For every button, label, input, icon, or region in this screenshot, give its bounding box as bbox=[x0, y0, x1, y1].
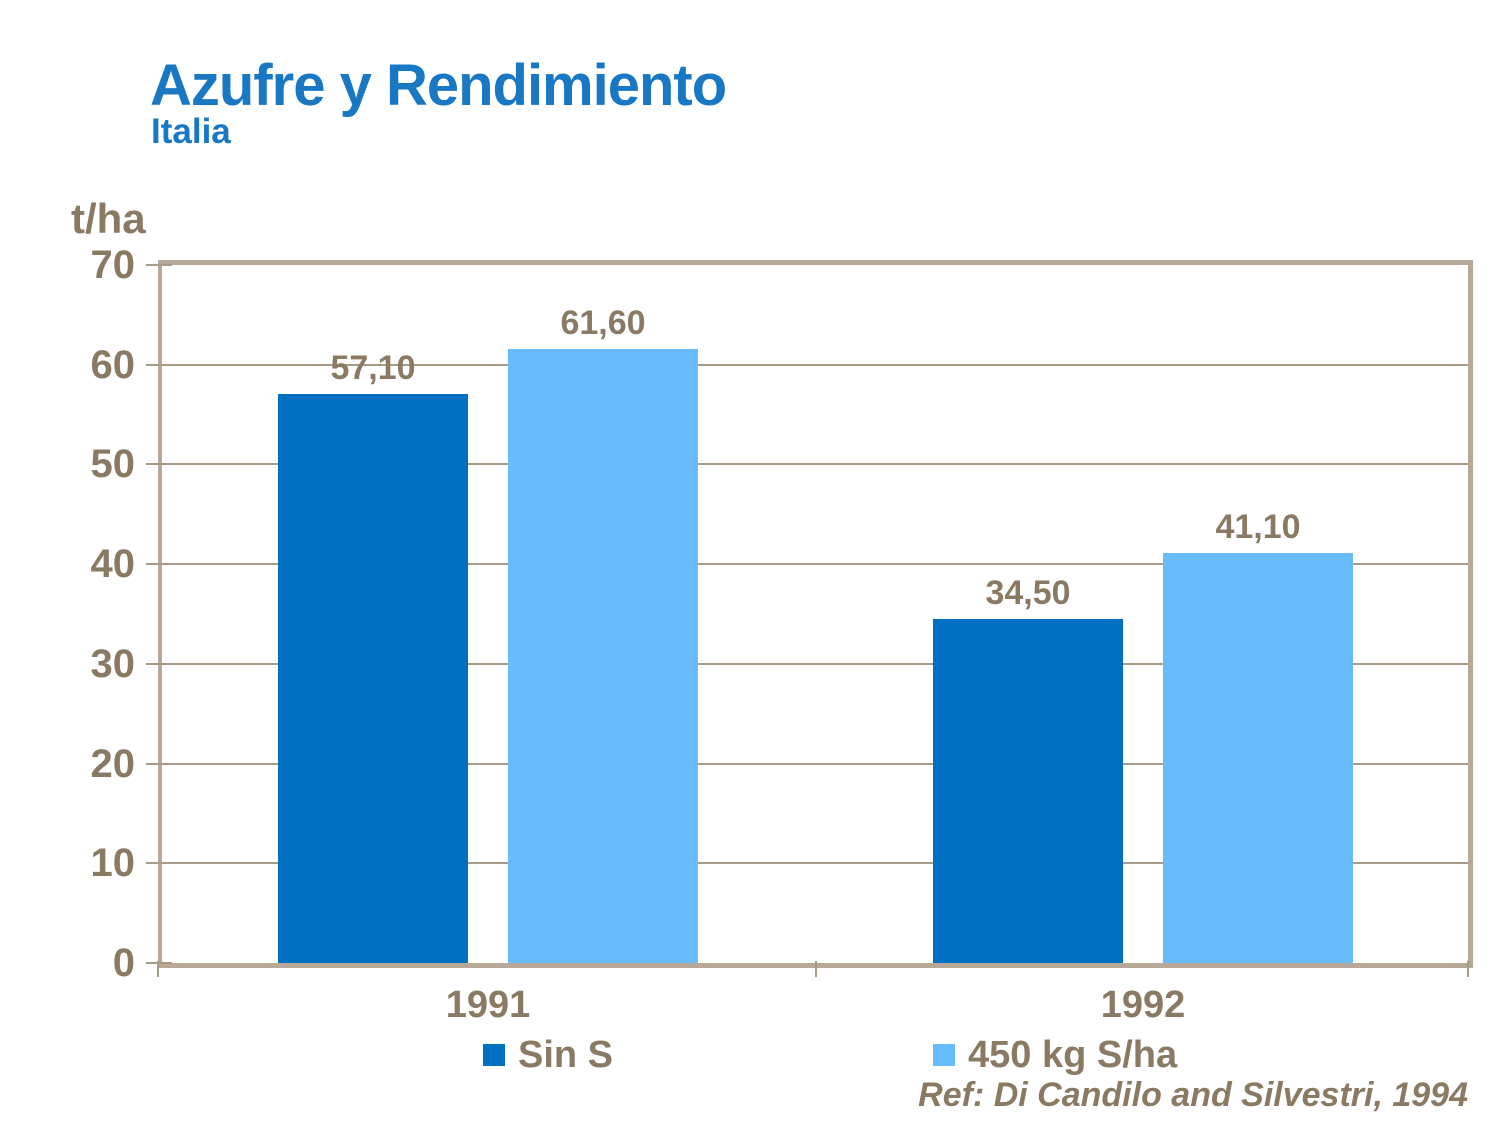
y-gridline bbox=[162, 363, 1468, 366]
x-category-label: 1991 bbox=[445, 984, 531, 1026]
legend-swatch-sin-s bbox=[483, 1044, 505, 1066]
y-tick-label: 20 bbox=[90, 741, 136, 786]
y-tick-label: 70 bbox=[90, 243, 136, 287]
y-gridline bbox=[162, 762, 1468, 765]
y-gridline bbox=[162, 463, 1468, 466]
bar-1992-sin-s bbox=[933, 619, 1123, 963]
x-tick-mark bbox=[157, 961, 159, 977]
bar-value-label: 34,50 bbox=[985, 574, 1071, 612]
bar-1991-450-kg-s-ha bbox=[508, 349, 698, 963]
y-tick-label: 10 bbox=[90, 841, 136, 886]
chart-subtitle: Italia bbox=[151, 112, 231, 151]
y-tick-mark bbox=[146, 662, 172, 665]
y-axis-unit-label: t/ha bbox=[71, 195, 146, 242]
y-tick-mark bbox=[146, 862, 172, 865]
y-tick-label: 0 bbox=[112, 941, 135, 985]
plot-area: 57,10 61,60 34,50 41,10 bbox=[158, 260, 1473, 968]
legend-label-450-kg-s-ha: 450 kg S/ha bbox=[968, 1034, 1178, 1076]
legend-label-sin-s: Sin S bbox=[518, 1034, 614, 1076]
legend-item-sin-s: Sin S bbox=[483, 1036, 613, 1074]
bar-1992-450-kg-s-ha bbox=[1163, 553, 1353, 963]
reference-citation: Ref: Di Candilo and Silvestri, 1994 bbox=[918, 1076, 1468, 1114]
y-tick-label: 40 bbox=[90, 542, 136, 587]
y-tick-mark bbox=[146, 762, 172, 765]
x-tick-mark bbox=[815, 961, 817, 977]
bar-1991-sin-s bbox=[278, 394, 468, 963]
y-tick-mark bbox=[146, 463, 172, 466]
x-tick-mark bbox=[1467, 961, 1469, 977]
bar-value-label: 41,10 bbox=[1215, 508, 1301, 546]
bar-value-label: 57,10 bbox=[330, 349, 416, 387]
y-tick-mark bbox=[146, 962, 172, 964]
y-tick-mark bbox=[146, 563, 172, 566]
y-tick-label: 30 bbox=[90, 641, 136, 686]
y-gridline bbox=[162, 563, 1468, 566]
y-tick-mark bbox=[146, 264, 172, 266]
y-gridline bbox=[162, 662, 1468, 665]
y-gridline bbox=[162, 862, 1468, 865]
chart-title: Azufre y Rendimiento bbox=[150, 53, 727, 118]
x-category-label: 1992 bbox=[1100, 984, 1186, 1026]
legend-item-450-kg-s-ha: 450 kg S/ha bbox=[933, 1036, 1177, 1074]
y-tick-mark bbox=[146, 363, 172, 366]
y-tick-label: 50 bbox=[90, 442, 136, 487]
legend-swatch-450-kg-s-ha bbox=[933, 1044, 955, 1066]
y-tick-label: 60 bbox=[90, 342, 136, 387]
bar-value-label: 61,60 bbox=[560, 304, 646, 342]
